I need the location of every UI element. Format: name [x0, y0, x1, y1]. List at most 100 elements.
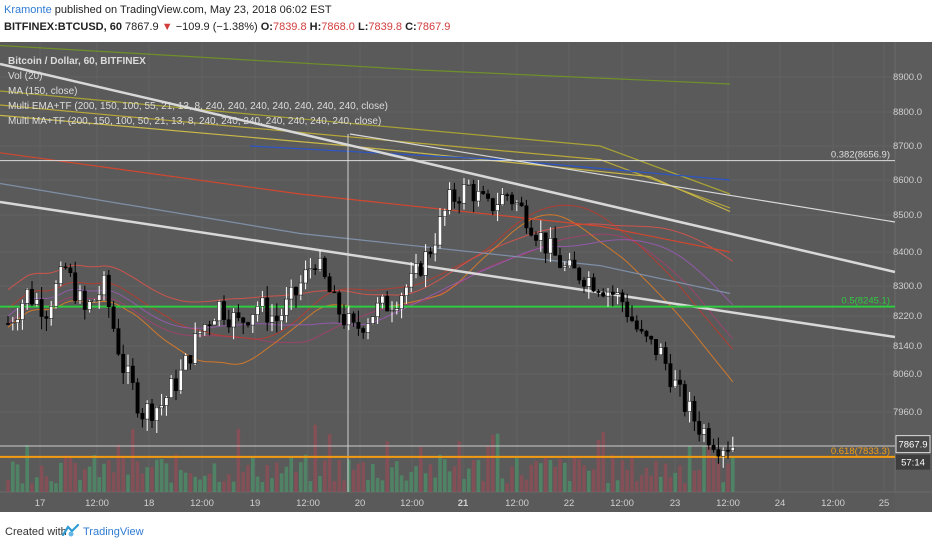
candle-body — [654, 339, 658, 356]
high-value: 7868.0 — [321, 21, 355, 33]
candle-body — [332, 291, 337, 294]
volume-bar — [539, 463, 543, 492]
candle-body — [418, 263, 423, 276]
y-axis-labels: 8900.0 8800.0 8700.0 8600.0 8500.0 8400.0 8300… — [893, 72, 922, 418]
volume-bar — [289, 456, 293, 492]
volume-bar — [54, 483, 58, 492]
volume-bar — [20, 483, 25, 492]
candle-body — [178, 369, 183, 392]
candle-body — [586, 277, 591, 287]
candle-body — [246, 322, 250, 326]
trendline-lower — [0, 200, 896, 339]
y-tick-label: 8300.0 — [893, 281, 922, 292]
price-change: −109.9 (−1.38%) — [175, 21, 258, 33]
candle-body — [346, 313, 351, 326]
candle-body — [582, 279, 586, 287]
legend-entry: Multi EMA+TF (200, 150, 100, 55, 21, 13,… — [8, 101, 388, 112]
volume-bar — [275, 462, 279, 492]
long-moving-average-line — [0, 114, 731, 213]
candle-body — [217, 301, 222, 322]
candle-body — [169, 378, 174, 398]
author-link[interactable]: Kramonte — [4, 4, 52, 16]
candle-body — [49, 306, 54, 319]
candle-body — [198, 330, 202, 334]
candle-body — [543, 232, 548, 254]
candle-body — [682, 384, 687, 412]
candle-body — [572, 259, 577, 269]
candle-body — [255, 306, 260, 315]
volume-bar — [44, 476, 49, 492]
volume-bar — [303, 454, 308, 492]
publish-line: Kramonte published on TradingView.com, M… — [4, 4, 332, 16]
candle-body — [294, 286, 298, 296]
volume-bar — [683, 483, 687, 492]
volume-bar — [39, 465, 44, 492]
volume-bar — [567, 481, 572, 492]
volume-bar — [116, 444, 121, 492]
candle-body — [524, 205, 529, 229]
volume-bar — [111, 472, 116, 492]
volume-bar — [491, 434, 495, 492]
candle-body — [404, 286, 409, 296]
candle-body — [649, 336, 654, 340]
volume-bar — [371, 463, 375, 492]
volume-bar — [179, 469, 183, 492]
candle-body — [6, 323, 10, 325]
candle-body — [610, 291, 615, 295]
volume-bar — [433, 477, 437, 492]
candle-body — [529, 227, 534, 236]
candle-body — [68, 267, 73, 273]
chart-legend: Bitcoin / Dollar, 60, BITFINEX Vol (20) MA… — [8, 56, 388, 127]
volume-bar — [35, 477, 39, 492]
volume-bar — [467, 468, 471, 492]
volume-bar — [457, 441, 461, 492]
x-tick-label: 21 — [458, 498, 469, 509]
candle-body — [39, 299, 44, 317]
candle-body — [486, 193, 490, 199]
candle-body — [553, 238, 558, 256]
volume-bar — [529, 464, 533, 492]
published-text: published on TradingView.com, May 23, 20… — [54, 4, 332, 16]
x-tick-label: 23 — [670, 498, 681, 509]
candle-body — [164, 397, 169, 406]
volume-bar — [30, 483, 34, 492]
y-tick-label: 7960.0 — [893, 407, 922, 418]
volume-bar — [558, 458, 562, 492]
volume-bar — [500, 478, 505, 492]
legend-entry: Bitcoin / Dollar, 60, BITFINEX — [8, 56, 146, 67]
candle-body — [15, 319, 20, 323]
candle-body — [366, 323, 370, 333]
candle-body — [327, 276, 332, 293]
candle-body — [668, 363, 673, 388]
volume-bar — [126, 474, 130, 492]
volume-bar — [294, 472, 298, 492]
candle-body — [130, 365, 135, 383]
volume-bar — [361, 462, 365, 492]
close-value: 7867.9 — [416, 21, 451, 33]
volume-bar — [395, 461, 399, 492]
volume-bar — [255, 476, 260, 492]
candle-body — [150, 403, 154, 421]
volume-bar — [505, 483, 509, 492]
volume-bar — [270, 478, 274, 492]
volume-bar — [553, 467, 557, 492]
candle-body — [121, 353, 126, 373]
trendline-thin — [349, 133, 896, 223]
candle-body — [423, 251, 428, 276]
x-tick-label: 17 — [35, 498, 46, 509]
volume-bar — [174, 454, 178, 492]
candle-body — [490, 198, 495, 212]
x-tick-label: 12:00 — [716, 498, 740, 509]
volume-bar — [251, 456, 255, 492]
candle-body — [193, 333, 198, 364]
volume-bar — [438, 454, 442, 492]
volume-bar — [711, 456, 716, 492]
tradingview-link[interactable]: TradingView — [83, 526, 144, 538]
volume-bar — [471, 459, 476, 492]
volume-bar — [587, 470, 591, 492]
price-chart[interactable]: 0.382(8656.9) 0.5(8245.1) 0.618(7833.3) 89… — [0, 42, 932, 512]
candle-body — [44, 316, 49, 319]
volume-bar — [145, 467, 149, 492]
volume-bar — [534, 460, 538, 492]
candle-body — [188, 355, 193, 364]
